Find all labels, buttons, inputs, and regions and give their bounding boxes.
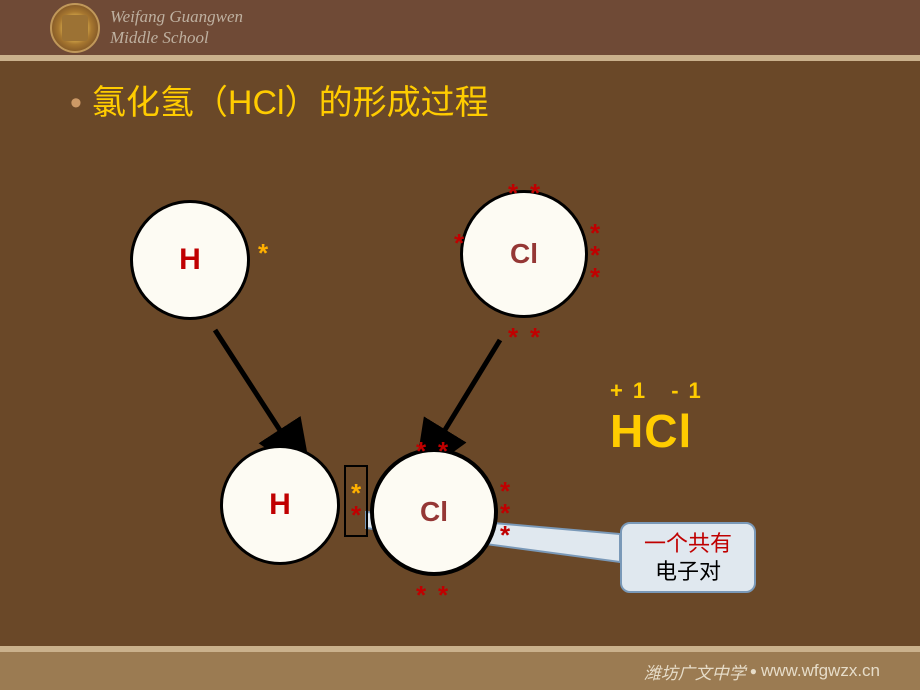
- arrow: [440, 340, 500, 438]
- atom-cl-top-label: Cl: [510, 238, 538, 270]
- electron-dot: *: [590, 262, 600, 293]
- footer-school-cn: 潍坊广文中学: [644, 659, 746, 684]
- electron-dot: *: [508, 178, 518, 209]
- electron-dot: *: [351, 500, 361, 531]
- slide-title: • 氯化氢（HCl）的形成过程: [70, 75, 890, 124]
- callout-box: 一个共有 电子对: [620, 522, 756, 593]
- slide: Weifang Guangwen Middle School • 氯化氢（HCl）…: [0, 0, 920, 690]
- electron-dot: *: [416, 436, 426, 467]
- header-band: Weifang Guangwen Middle School: [0, 0, 920, 55]
- electron-dot: *: [438, 436, 448, 467]
- atom-h-top: H: [130, 200, 250, 320]
- footer-separator-icon: ●: [750, 664, 757, 678]
- content-area: • 氯化氢（HCl）的形成过程 H Cl H Cl +1 -1 HCl: [30, 55, 890, 650]
- diagram: H Cl H Cl +1 -1 HCl 一个共有 电子对 * * * * * * * * * * *…: [30, 160, 890, 650]
- electron-dot: *: [416, 580, 426, 611]
- atom-cl-bot-label: Cl: [420, 496, 448, 528]
- title-text: 氯化氢（HCl）的形成过程: [92, 84, 489, 122]
- electron-dot: *: [258, 238, 268, 269]
- formula-text: HCl: [610, 404, 711, 458]
- footer-url: www.wfgwzx.cn: [761, 661, 880, 681]
- arrow: [215, 330, 285, 438]
- atom-h-top-label: H: [179, 243, 201, 277]
- school-logo-icon: [50, 3, 100, 53]
- callout-line2: 电子对: [632, 558, 744, 586]
- electron-dot: *: [508, 322, 518, 353]
- electron-dot: *: [438, 580, 448, 611]
- formula-block: +1 -1 HCl: [610, 378, 711, 458]
- electron-dot: *: [454, 228, 464, 259]
- footer: 潍坊广文中学 ● www.wfgwzx.cn: [0, 652, 920, 690]
- school-name: Weifang Guangwen Middle School: [110, 7, 243, 48]
- atom-cl-bot: Cl: [370, 448, 498, 576]
- electron-dot: *: [500, 520, 510, 551]
- atom-h-bot: H: [220, 445, 340, 565]
- atom-cl-top: Cl: [460, 190, 588, 318]
- electron-dot: *: [530, 178, 540, 209]
- school-name-line1: Weifang Guangwen: [110, 7, 243, 27]
- oxidation-states: +1 -1: [610, 378, 711, 404]
- atom-h-bot-label: H: [269, 488, 291, 522]
- electron-dot: *: [530, 322, 540, 353]
- bullet-icon: •: [70, 84, 82, 122]
- callout-line1: 一个共有: [632, 530, 744, 558]
- school-name-line2: Middle School: [110, 28, 243, 48]
